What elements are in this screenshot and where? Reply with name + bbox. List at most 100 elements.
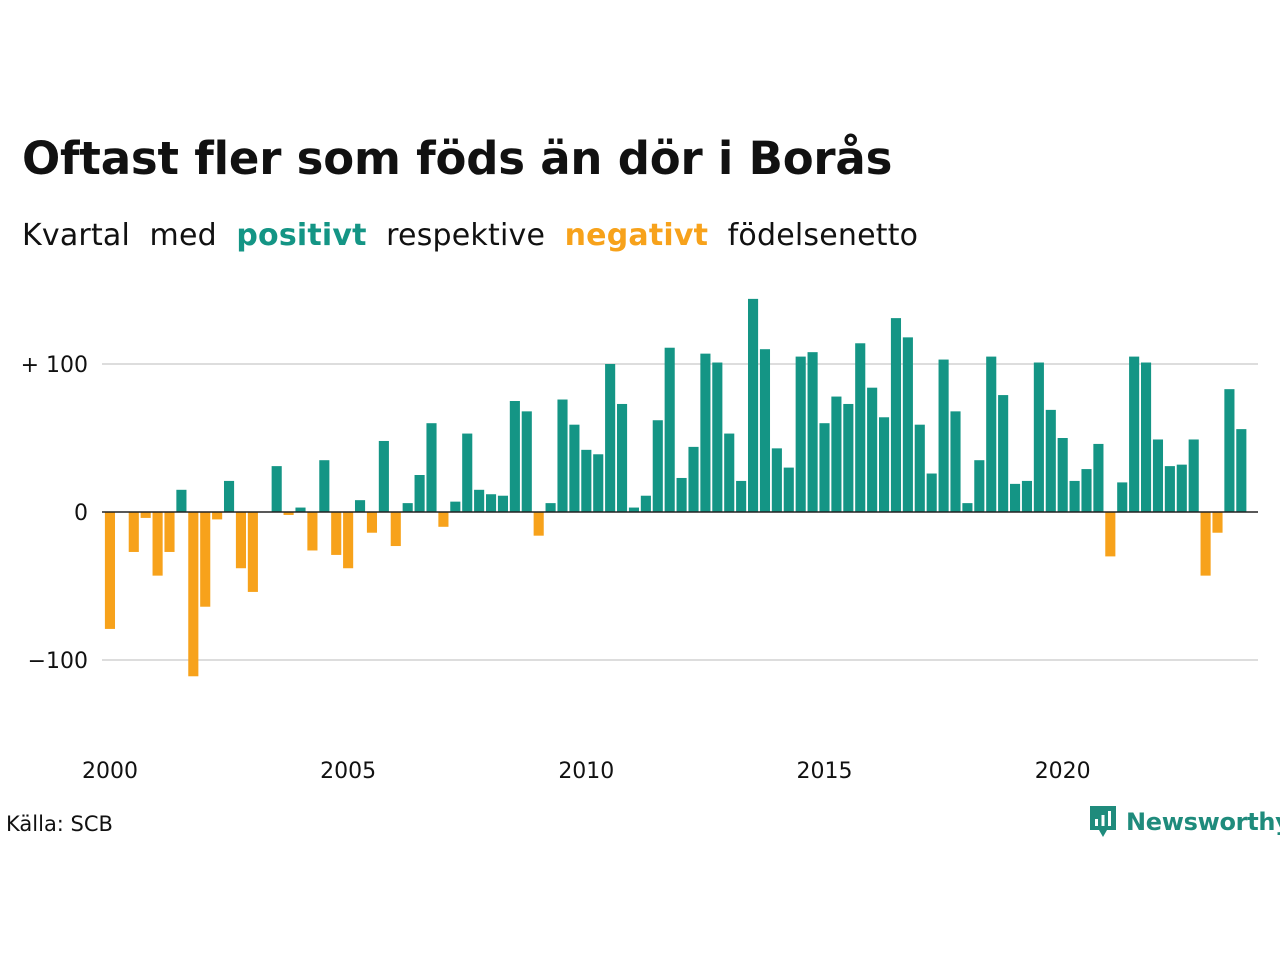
- bar: [1033, 362, 1044, 512]
- bar: [283, 512, 294, 515]
- bar: [200, 512, 211, 607]
- bar: [1069, 480, 1080, 512]
- newsworthy-logo-icon: [1090, 806, 1116, 837]
- bar: [938, 359, 949, 512]
- bar: [438, 512, 449, 527]
- bar: [998, 395, 1009, 512]
- bar: [295, 507, 306, 512]
- chart-subtitle: Kvartal med positivt respektive negativt…: [22, 218, 918, 253]
- bar: [497, 495, 509, 512]
- bar: [676, 477, 687, 512]
- bar: [1105, 512, 1116, 557]
- bar: [783, 467, 794, 512]
- bar: [426, 423, 437, 512]
- bar: [771, 448, 782, 512]
- bar: [485, 494, 497, 512]
- bar: [640, 495, 651, 512]
- bar: [402, 503, 413, 512]
- bar: [212, 512, 223, 520]
- bar: [1176, 464, 1187, 512]
- bar: [223, 480, 235, 512]
- bar: [748, 298, 759, 512]
- bar: [819, 423, 830, 512]
- bar: [128, 512, 139, 552]
- bar: [462, 433, 473, 512]
- bar: [855, 343, 866, 512]
- bar: [724, 433, 735, 512]
- chart-title: Oftast fler som föds än dör i Borås: [22, 132, 893, 185]
- bar: [235, 512, 247, 569]
- bar: [1021, 480, 1033, 512]
- bar: [331, 512, 342, 555]
- bar: [1152, 439, 1164, 512]
- bar: [1045, 409, 1056, 512]
- bar: [104, 512, 116, 629]
- bar: [390, 512, 401, 547]
- brand-name: Newsworthy: [1126, 808, 1280, 836]
- bar: [533, 512, 544, 536]
- x-tick-label: 2005: [320, 759, 376, 784]
- bar: [616, 403, 628, 512]
- y-tick-label: + 100: [21, 353, 88, 378]
- bars: [104, 298, 1247, 677]
- bar: [736, 480, 747, 512]
- brand-logo: Newsworthy: [1088, 804, 1280, 840]
- bar: [450, 501, 461, 512]
- bar: [569, 424, 580, 512]
- bar: [688, 446, 699, 512]
- bar: [271, 466, 282, 512]
- bar: [354, 500, 366, 512]
- y-tick-label: 0: [74, 501, 88, 526]
- bar: [1164, 466, 1175, 512]
- bar: [890, 318, 902, 512]
- bar: [1200, 512, 1211, 576]
- subtitle-text-4: födelsenetto: [727, 218, 919, 253]
- bar: [795, 356, 806, 512]
- bar: [474, 489, 485, 512]
- bar: [831, 396, 842, 512]
- bar: [914, 424, 925, 512]
- bar: [807, 352, 818, 512]
- bar: [700, 353, 711, 512]
- bar: [164, 512, 175, 552]
- bar: [1141, 362, 1152, 512]
- bar: [867, 387, 878, 512]
- bar: [1129, 356, 1140, 512]
- bar: [1224, 389, 1235, 512]
- bar: [343, 512, 354, 569]
- bar: [843, 403, 854, 512]
- bar: [557, 399, 568, 512]
- bar: [1010, 483, 1021, 512]
- subtitle-negative-word: negativt: [564, 218, 709, 253]
- bar: [509, 401, 520, 512]
- bar: [879, 417, 890, 512]
- bar: [521, 411, 532, 512]
- bar: [902, 337, 913, 512]
- x-tick-label: 2000: [82, 759, 138, 784]
- y-tick-label: −100: [28, 649, 88, 674]
- bar: [1081, 469, 1092, 512]
- bar: [319, 460, 330, 512]
- bar: [188, 512, 199, 677]
- bar: [366, 512, 378, 533]
- bar: [593, 454, 604, 512]
- bar: [1117, 482, 1128, 512]
- y-axis-ticks: + 100 0 −100: [21, 353, 88, 674]
- bar: [1093, 443, 1104, 512]
- bar: [152, 512, 163, 576]
- bar: [307, 512, 318, 551]
- subtitle-text-3: respektive: [386, 218, 546, 253]
- bar: [652, 420, 663, 512]
- x-tick-label: 2010: [558, 759, 614, 784]
- bar: [986, 356, 997, 512]
- x-tick-label: 2020: [1035, 759, 1091, 784]
- source-note: Källa: SCB: [6, 812, 113, 836]
- bar: [628, 507, 640, 512]
- grid-lines: [102, 363, 1258, 661]
- bar: [378, 440, 389, 512]
- bar: [247, 512, 258, 592]
- x-axis-ticks: 2000 2005 2010 2015 2020: [82, 759, 1091, 784]
- x-tick-label: 2015: [797, 759, 853, 784]
- bar: [414, 475, 425, 512]
- subtitle-positive-word: positivt: [236, 218, 367, 253]
